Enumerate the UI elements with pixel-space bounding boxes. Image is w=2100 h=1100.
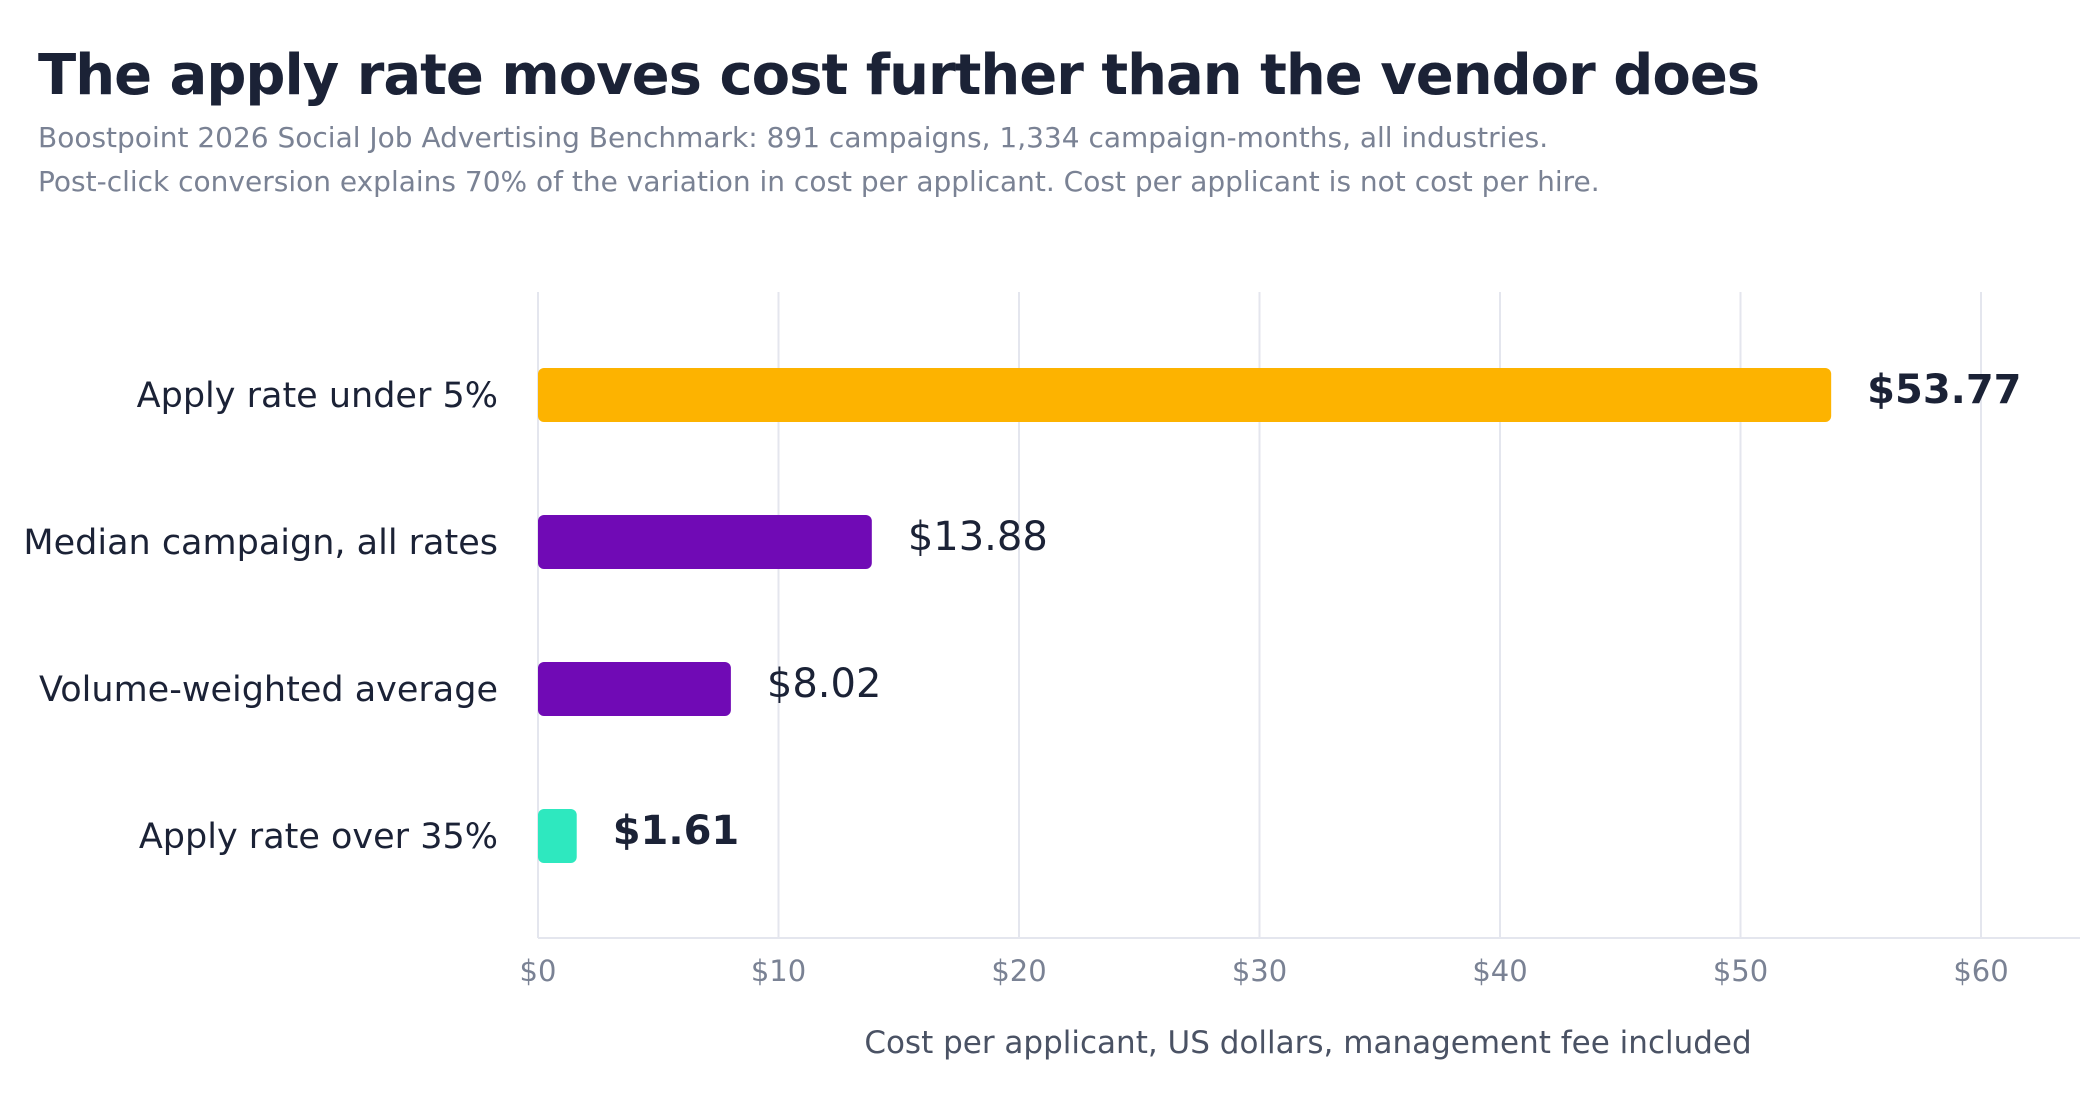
x-axis-title: Cost per applicant, US dollars, manageme… bbox=[864, 1025, 1751, 1061]
bar-1 bbox=[538, 368, 1832, 422]
value-labels: $53.77 $13.88 $8.02 $1.61 bbox=[613, 367, 2022, 854]
bars bbox=[538, 368, 1832, 863]
value-label-2: $13.88 bbox=[908, 514, 1048, 560]
x-tick-label-20: $20 bbox=[991, 954, 1046, 988]
chart-subtitle-line-2: Post-click conversion explains 70% of th… bbox=[38, 165, 1600, 198]
value-label-4: $1.61 bbox=[613, 808, 740, 854]
x-tick-label-30: $30 bbox=[1232, 954, 1287, 988]
value-label-3: $8.02 bbox=[767, 661, 882, 707]
bar-4 bbox=[538, 809, 577, 863]
bar-3 bbox=[538, 662, 731, 716]
chart-subtitle-line-1: Boostpoint 2026 Social Job Advertising B… bbox=[38, 121, 1549, 154]
bar-2 bbox=[538, 515, 872, 569]
x-tick-label-40: $40 bbox=[1472, 954, 1527, 988]
x-tick-label-60: $60 bbox=[1953, 954, 2008, 988]
x-tick-label-50: $50 bbox=[1713, 954, 1768, 988]
category-label-1: Apply rate under 5% bbox=[137, 376, 498, 416]
x-tick-label-10: $10 bbox=[751, 954, 806, 988]
chart-title: The apply rate moves cost further than t… bbox=[38, 43, 1760, 108]
category-labels: Apply rate under 5% Median campaign, all … bbox=[23, 376, 498, 857]
x-tick-labels: $0 $10 $20 $30 $40 $50 $60 bbox=[520, 954, 2009, 988]
category-label-2: Median campaign, all rates bbox=[23, 523, 498, 563]
category-label-3: Volume-weighted average bbox=[39, 670, 498, 710]
x-tick-label-0: $0 bbox=[520, 954, 557, 988]
category-label-4: Apply rate over 35% bbox=[139, 817, 498, 857]
value-label-1: $53.77 bbox=[1867, 367, 2021, 413]
